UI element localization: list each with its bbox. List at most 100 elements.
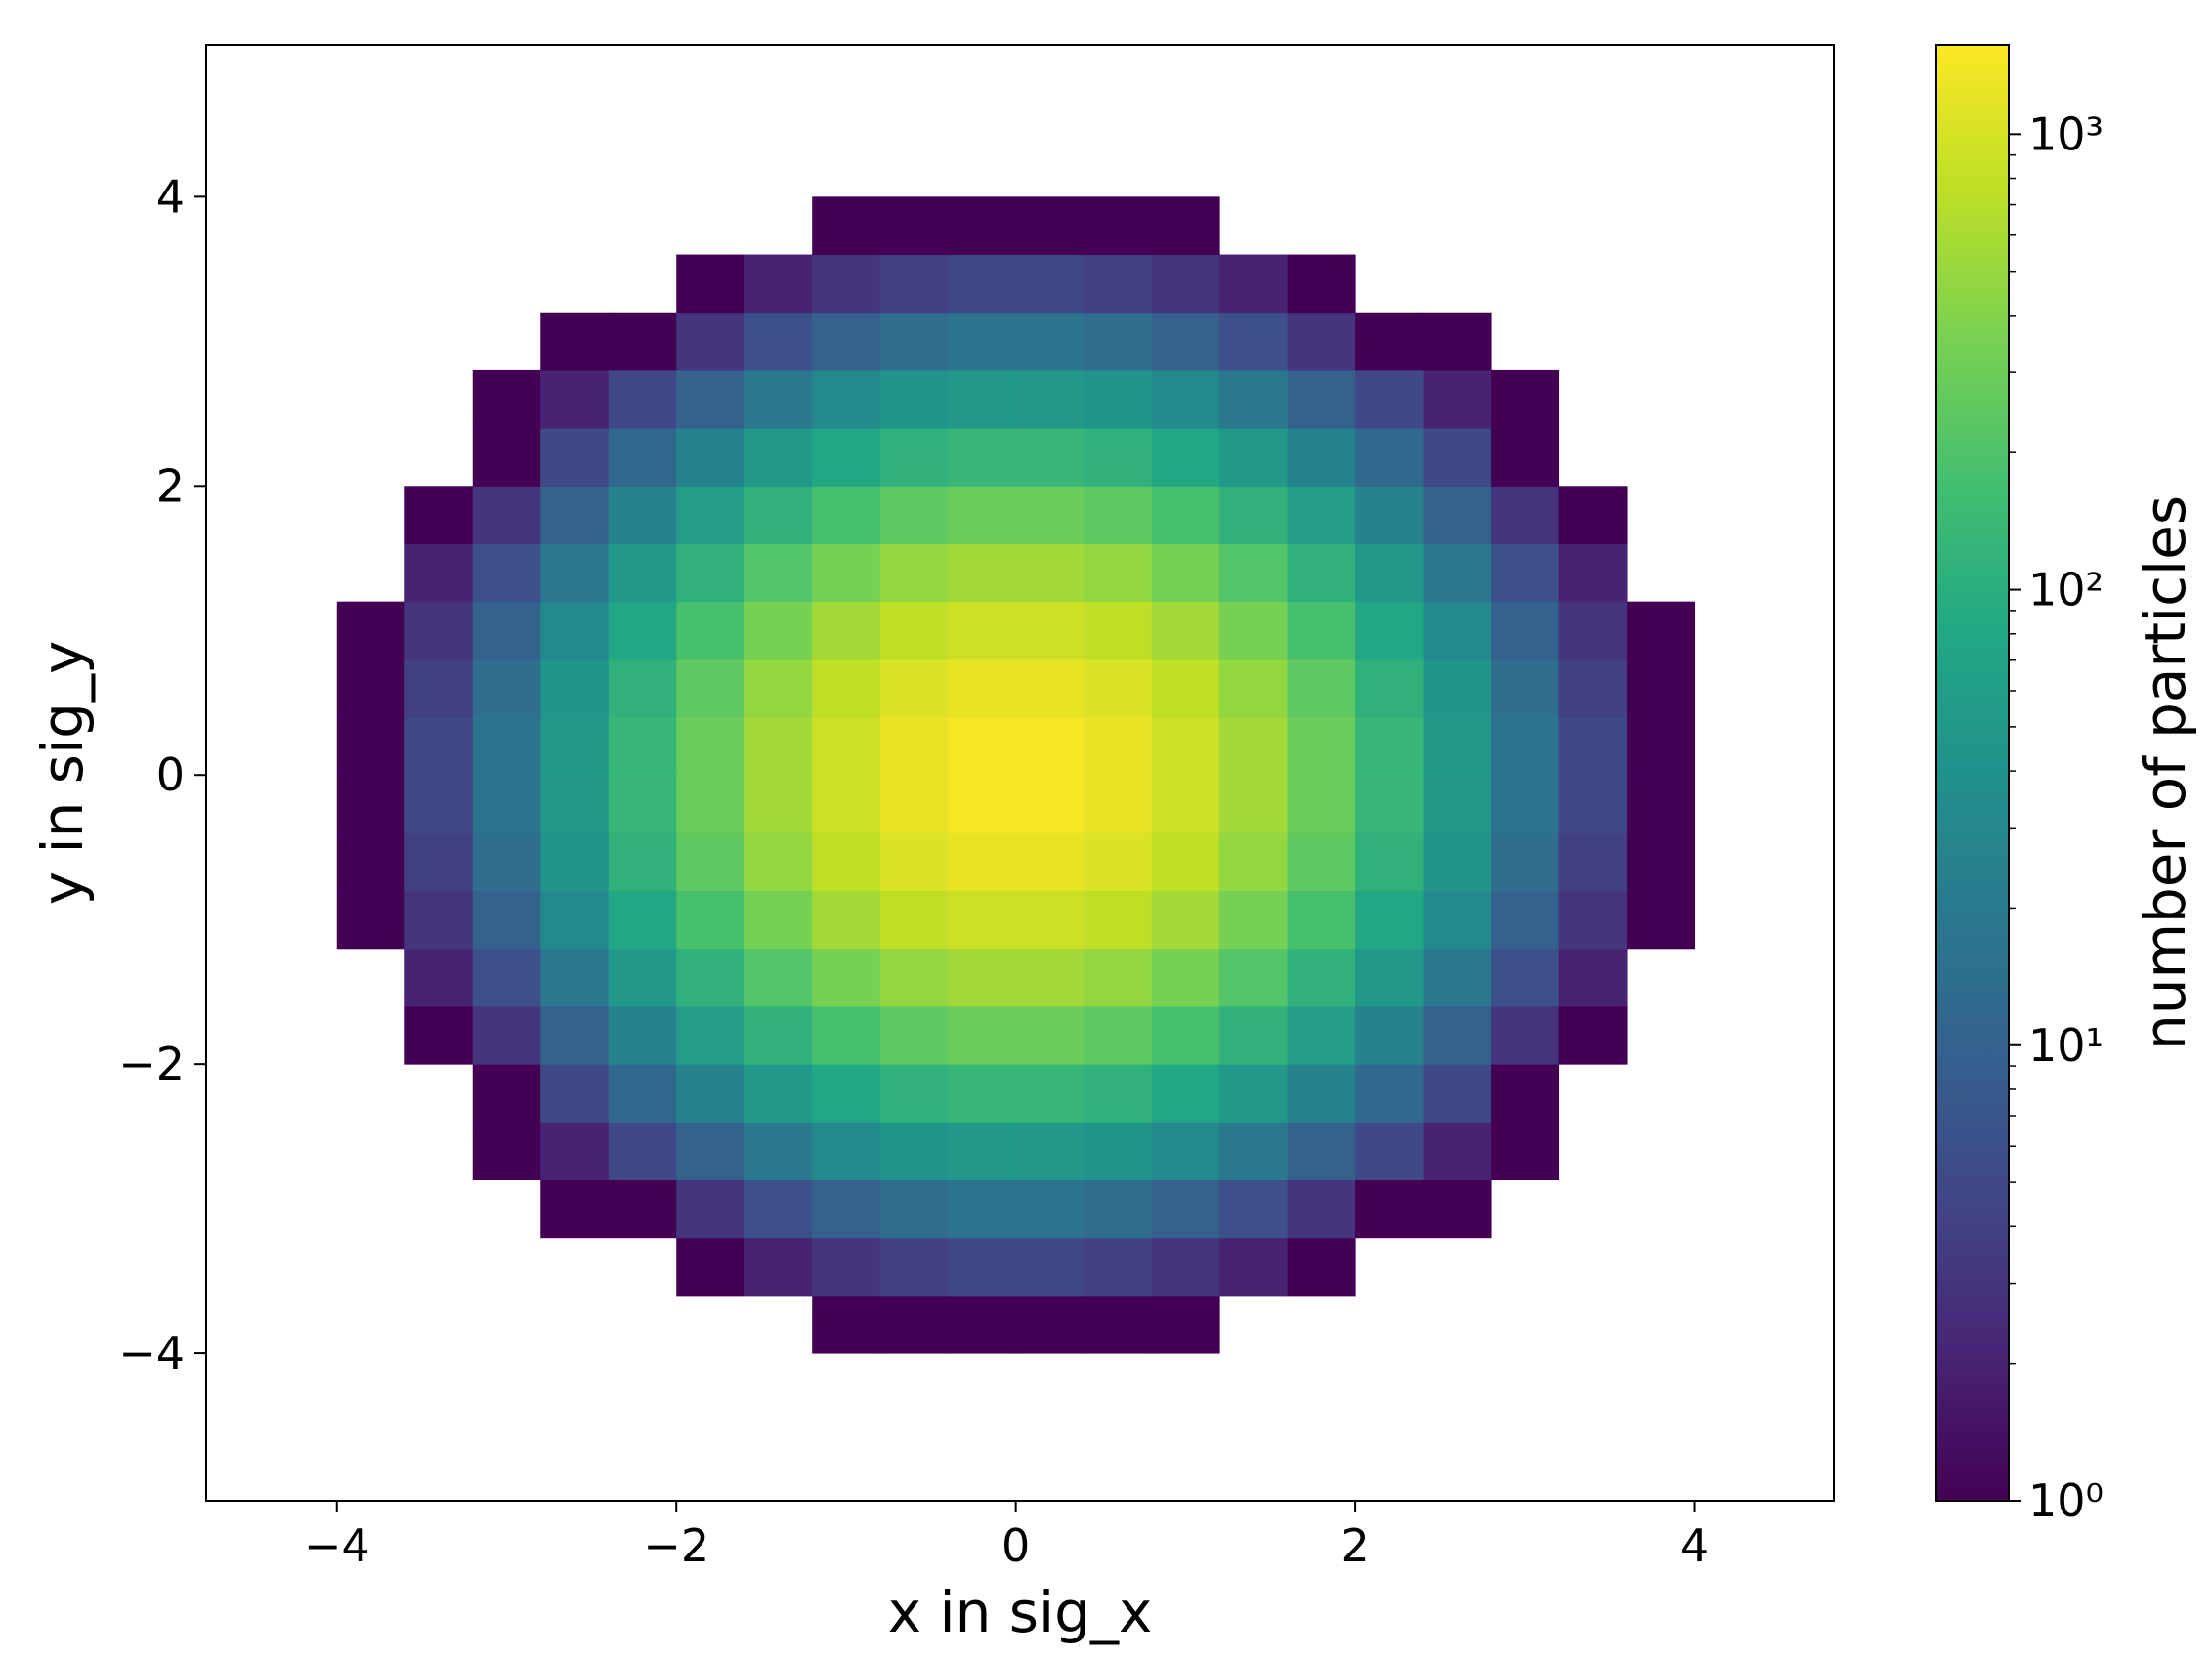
heatmap-cell [1219,1179,1289,1239]
heatmap-cell [1219,1122,1289,1181]
heatmap-cell [1084,832,1153,892]
heatmap-cell [1151,312,1220,371]
heatmap-cell [1015,948,1085,1007]
colorbar-tick-label: 10¹ [2028,1019,2104,1072]
heatmap-cell [879,486,949,544]
heatmap-cell [879,1064,949,1123]
heatmap-cell [744,659,813,718]
heatmap-cell [1015,832,1085,892]
heatmap-cell [1287,775,1356,833]
heatmap-cell [1151,486,1220,544]
heatmap-cell [744,312,813,371]
heatmap-cell [1084,659,1153,718]
heatmap-cell [1423,312,1492,371]
heatmap-cell [1287,1237,1356,1297]
heatmap-cell [608,832,677,892]
heatmap-cell [1491,486,1560,544]
heatmap-cell [608,369,677,429]
heatmap-cell [1287,890,1356,950]
heatmap-cell [1287,601,1356,660]
heatmap-cell [608,948,677,1007]
heatmap-cell [1151,601,1220,660]
heatmap-cell [1084,543,1153,603]
heatmap-cell [608,890,677,950]
heatmap-cell [1015,543,1085,603]
heatmap-cell [1151,890,1220,950]
heatmap-cell [336,832,405,892]
heatmap-cell [1287,832,1356,892]
heatmap-cell [744,543,813,603]
y-tick-label: −4 [118,1327,185,1380]
heatmap-cell [1151,1179,1220,1239]
heatmap-cell [1423,717,1492,776]
heatmap-cell [1015,775,1085,833]
heatmap-cell [1491,659,1560,718]
heatmap-cell [1151,659,1220,718]
heatmap-cell [1355,948,1425,1007]
heatmap-cell [879,890,949,950]
heatmap-cell [1084,775,1153,833]
heatmap-cell [879,717,949,776]
heatmap-cell [676,659,745,718]
heatmap-cell [1423,543,1492,603]
heatmap-cell [336,775,405,833]
heatmap-cell [1015,890,1085,950]
heatmap-cell [676,254,745,314]
heatmap-cell [1084,428,1153,487]
x-tick-label: 2 [1340,1519,1369,1572]
y-tick-label: 2 [156,459,185,512]
heatmap-cell [948,1295,1017,1354]
heatmap-cell [812,486,881,544]
heatmap-cell [1151,832,1220,892]
heatmap-cell [472,543,541,603]
heatmap-cell [1084,717,1153,776]
y-tick-label: 4 [156,170,185,223]
heatmap-cell [1219,832,1289,892]
heatmap-cell [540,486,610,544]
heatmap-cell [812,196,881,256]
heatmap-cell [1219,1237,1289,1297]
heatmap-cell [948,890,1017,950]
heatmap-cell [472,1005,541,1065]
heatmap-cell [879,832,949,892]
heatmap-cell [1084,1122,1153,1181]
heatmap-cell [676,1122,745,1181]
x-axis-label: x in sig_x [888,1579,1153,1645]
heatmap-cell [744,1005,813,1065]
heatmap-cell [608,428,677,487]
heatmap-cell [744,486,813,544]
x-tick-label: −4 [304,1519,370,1572]
heatmap-cell [540,1179,610,1239]
heatmap-cell [1015,369,1085,429]
heatmap-cell [1219,890,1289,950]
heatmap-cell [1423,601,1492,660]
heatmap-cell [1423,832,1492,892]
heatmap-cell [1287,1179,1356,1239]
heatmap-cell [948,254,1017,314]
heatmap-cell [879,948,949,1007]
heatmap-cell [1355,428,1425,487]
heatmap-cell [744,369,813,429]
heatmap-cell [472,659,541,718]
heatmap-cell [812,428,881,487]
heatmap-cell [404,659,474,718]
heatmap-cell [336,659,405,718]
x-tick-label: 0 [1001,1519,1030,1572]
heatmap-cell [676,428,745,487]
heatmap-cell [472,832,541,892]
heatmap-cell [1084,196,1153,256]
colorbar-label: number of particles [2132,495,2198,1050]
heatmap-cell [948,1179,1017,1239]
heatmap-cell [879,1237,949,1297]
heatmap-cell [540,1064,610,1123]
heatmap-cell [472,1064,541,1123]
heatmap-cell [1151,543,1220,603]
heatmap-cell [1355,1122,1425,1181]
colorbar-frame [1936,44,2010,1502]
heatmap-cell [1219,486,1289,544]
heatmap-cell [1084,1179,1153,1239]
heatmap-cell [1558,486,1628,544]
heatmap-cell [1151,254,1220,314]
heatmap-cell [948,1237,1017,1297]
